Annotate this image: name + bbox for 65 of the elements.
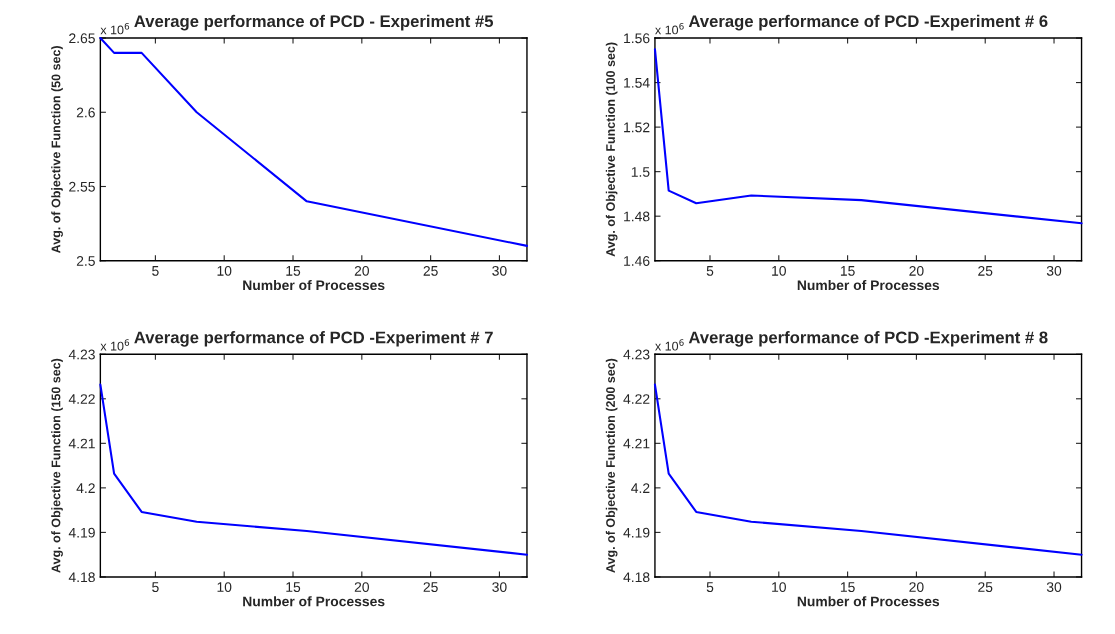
chart-title: Average performance of PCD -Experiment # 7 (134, 331, 493, 347)
chart-title: Average performance of PCD -Experiment # 8 (688, 331, 1048, 347)
x-tick-label: 5 (152, 582, 159, 592)
y-tick-label: 4.18 (68, 572, 95, 583)
x-tick-label: 25 (423, 582, 438, 592)
x-tick-label: 5 (706, 582, 714, 592)
x-tick-label: 20 (354, 582, 369, 592)
y-tick-label: 4.2 (76, 483, 95, 493)
y-tick-label: 4.22 (68, 394, 95, 404)
x-tick-label: 20 (909, 582, 924, 592)
y-tick-label: 2.65 (69, 33, 95, 44)
y-tick-label: 4.22 (623, 394, 650, 404)
line-series (99, 383, 528, 556)
line-series (653, 383, 1083, 556)
x-axis-title: Number of Processes (243, 596, 385, 607)
x-tick-label: 15 (840, 266, 855, 276)
x-tick-label: 10 (217, 582, 232, 592)
x-tick-label: 30 (492, 265, 507, 276)
y-tick-label: 4.19 (68, 527, 95, 538)
y-tick-label: 2.6 (76, 107, 95, 118)
y-tick-label: 4.23 (68, 349, 95, 360)
x-tick-label: 15 (286, 582, 301, 592)
y-tick-label: 4.2 (631, 483, 650, 493)
text: x 10$^{6}$ (655, 339, 684, 351)
x-tick-label: 10 (772, 265, 786, 276)
y-tick-label: 2.55 (69, 181, 95, 192)
y-tick-label: 1.54 (624, 78, 650, 88)
text: x 10$^{6}$ (655, 22, 684, 35)
x-tick-label: 5 (152, 266, 159, 276)
y-tick-label: 1.48 (624, 211, 650, 222)
y-axis-title: Avg. of Objective Function (200 sec) (605, 358, 618, 573)
y-tick-label: 1.56 (624, 33, 650, 44)
x-tick-label: 15 (286, 266, 301, 276)
x-tick-label: 10 (217, 265, 232, 276)
chart-title: Average performance of PCD -Experiment # 6 (688, 14, 1048, 31)
y-tick-label: 4.21 (623, 438, 650, 449)
y-tick-label: 1.46 (624, 256, 650, 266)
x-tick-label: 10 (772, 582, 786, 592)
x-tick-label: 30 (1046, 265, 1062, 276)
x-axis-title: Number of Processes (243, 279, 385, 291)
x-tick-label: 15 (840, 582, 855, 592)
y-tick-label: 1.52 (624, 122, 650, 133)
x-tick-label: 25 (978, 265, 993, 276)
x-tick-label: 30 (1046, 582, 1062, 592)
y-tick-label: 4.21 (68, 438, 95, 449)
y-tick-label: 1.5 (631, 167, 650, 177)
text: x 10$^{6}$ (100, 339, 130, 351)
x-axis-title: Number of Processes (797, 279, 940, 291)
x-tick-label: 20 (354, 265, 369, 276)
chart-title: Average performance of PCD - Experiment #5 (134, 14, 494, 31)
x-tick-label: 25 (978, 582, 993, 592)
text: x 10$^{6}$ (100, 22, 130, 35)
y-axis-title: Avg. of Objective Function (150 sec) (51, 358, 63, 573)
x-tick-label: 30 (492, 582, 507, 592)
x-axis-title: Number of Processes (797, 596, 940, 607)
y-tick-label: 2.5 (76, 256, 95, 266)
x-tick-label: 20 (909, 265, 924, 276)
x-tick-label: 25 (423, 265, 438, 276)
y-tick-label: 4.19 (623, 527, 650, 538)
line-series (653, 48, 1083, 225)
x-tick-label: 5 (706, 266, 714, 276)
y-tick-label: 4.18 (623, 572, 650, 583)
y-tick-label: 4.23 (623, 349, 650, 360)
y-axis-title: Avg. of Objective Function (50 sec) (51, 46, 63, 254)
y-axis-title: Avg. of Objective Function (100 sec) (605, 42, 618, 257)
